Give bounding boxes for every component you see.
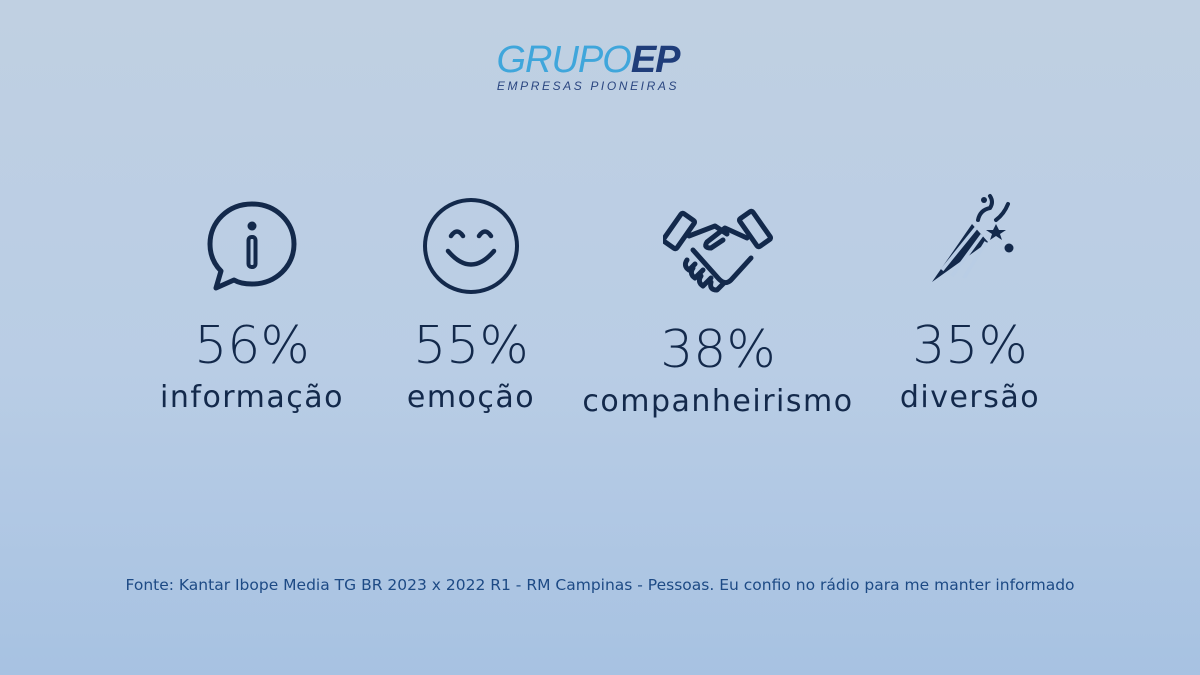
stat-informacao: 56% informação [102, 196, 402, 416]
stat-companheirismo: 38% companheirismo [568, 200, 868, 420]
stat-percent: 56% [194, 316, 310, 376]
party-popper-icon [932, 194, 1014, 282]
logo-tagline: EMPRESAS PIONEIRAS [496, 79, 680, 93]
brand-logo: GRUPOEP EMPRESAS PIONEIRAS [0, 38, 1200, 93]
stat-label: informação [160, 380, 344, 415]
stat-label: companheirismo [582, 384, 854, 419]
smiley-face-icon [423, 198, 519, 294]
source-footnote: Fonte: Kantar Ibope Media TG BR 2023 x 2… [125, 576, 1075, 594]
stat-label: diversão [899, 380, 1041, 415]
logo-word-grupo: GRUPO [496, 39, 631, 81]
handshake-icon [663, 208, 773, 293]
stat-label: emoção [406, 380, 536, 415]
stat-diversao: 35% diversão [820, 190, 1120, 416]
stat-percent: 38% [660, 320, 776, 380]
info-chat-bubble-icon [207, 201, 297, 291]
stat-emocao: 55% emoção [321, 196, 621, 416]
logo-word-ep: EP [630, 39, 681, 81]
logo-wordmark: GRUPOEP [0, 38, 1188, 82]
stat-percent: 35% [912, 316, 1028, 376]
stat-percent: 55% [413, 316, 529, 376]
